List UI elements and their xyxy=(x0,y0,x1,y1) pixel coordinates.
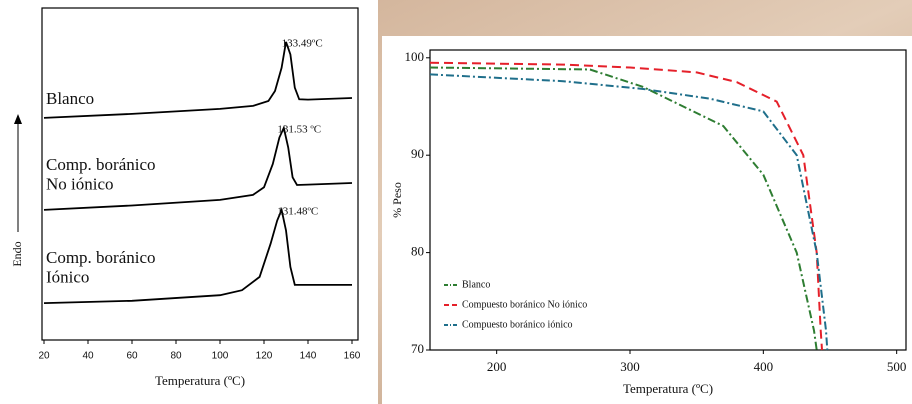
x-tick-label: 160 xyxy=(344,351,361,362)
plot-frame xyxy=(41,7,359,341)
x-tick-label: 100 xyxy=(212,351,229,362)
x-tick-label: 300 xyxy=(620,359,640,374)
legend-label: Compuesto boránico No iónico xyxy=(462,299,587,310)
curve-label: Comp. boránico No iónico xyxy=(46,155,156,194)
y-axis-label: Endo xyxy=(10,241,24,266)
x-axis-label: Temperatura (ºC) xyxy=(155,373,245,388)
curve-label: Blanco xyxy=(46,89,94,108)
x-tick-label: 200 xyxy=(487,359,507,374)
x-tick-label: 60 xyxy=(126,351,138,362)
series-line xyxy=(43,41,353,119)
legend-label: Compuesto boránico iónico xyxy=(462,319,573,330)
peak-annotation: 131.48ºC xyxy=(277,205,318,217)
peak-annotation: 133.49ºC xyxy=(282,37,323,49)
peak-annotation: 131.53 ºC xyxy=(277,123,321,135)
endo-arrowhead xyxy=(14,114,22,124)
x-tick-label: 500 xyxy=(887,359,907,374)
right-panel xyxy=(382,36,912,404)
legend-label: Blanco xyxy=(462,279,490,290)
x-tick-label: 80 xyxy=(170,351,182,362)
curve-label: Comp. boránico Iónico xyxy=(46,248,156,287)
y-tick-label: 80 xyxy=(411,244,424,259)
series-line xyxy=(43,206,352,304)
y-tick-label: 70 xyxy=(411,341,424,356)
x-tick-label: 140 xyxy=(300,351,317,362)
x-tick-label: 400 xyxy=(754,359,774,374)
x-axis-label: Temperatura (ºC) xyxy=(623,381,713,396)
series-line xyxy=(429,61,823,351)
y-axis-label: % Peso xyxy=(390,182,404,218)
y-tick-label: 90 xyxy=(411,146,424,161)
plot-frame xyxy=(429,49,907,351)
series-line xyxy=(43,125,353,211)
series-line xyxy=(429,73,829,351)
x-tick-label: 120 xyxy=(256,351,273,362)
x-tick-label: 20 xyxy=(38,351,50,362)
series-line xyxy=(429,66,818,351)
y-tick-label: 100 xyxy=(405,49,425,64)
x-tick-label: 40 xyxy=(82,351,94,362)
